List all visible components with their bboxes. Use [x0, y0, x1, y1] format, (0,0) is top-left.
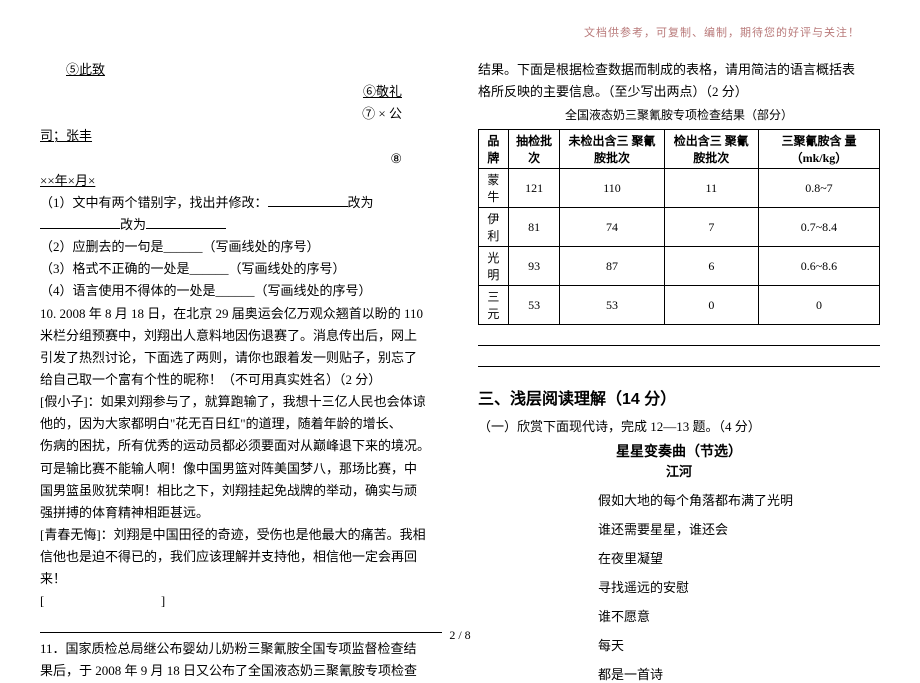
table-caption: 全国液态奶三聚氰胺专项检查结果（部分）	[478, 106, 880, 123]
jxz-4: 可是输比赛不能输人啊！像中国男篮对阵美国梦八，那场比赛，中	[40, 459, 442, 479]
letter-line-5: ⑤此致	[40, 60, 442, 80]
poem-line: 在夜里凝望	[478, 548, 880, 567]
answer-blank-line	[478, 331, 880, 346]
poem-title: 星星变奏曲（节选）	[478, 441, 880, 461]
q2: （2）应删去的一句是______（写画线处的序号）	[40, 237, 442, 257]
p10-2: 米栏分组预赛中，刘翔出人意料地因伤退赛了。消息传出后，网上	[40, 326, 442, 346]
q1: （1）文中有两个错别字，找出并修改：改为	[40, 193, 442, 213]
answer-blank-line	[478, 352, 880, 367]
th-pos: 检出含三 聚氰胺批次	[664, 130, 758, 169]
p10-3: 引发了热烈讨论，下面选了两则，请你也跟着发一则贴子，别忘了	[40, 348, 442, 368]
th-amount: 三聚氰胺含 量（mk/kg）	[758, 130, 879, 169]
qcwh-3: 来！	[40, 569, 442, 589]
jxz-2: 他的，因为大家都明白"花无百日红"的道理，随着年龄的增长、	[40, 414, 442, 434]
letter-line-7b: 司；张丰	[40, 126, 442, 146]
blank	[40, 215, 120, 229]
q3: （3）格式不正确的一处是______（写画线处的序号）	[40, 259, 442, 279]
reply-brackets: [ ]	[40, 591, 442, 611]
sub1: （一）欣赏下面现代诗，完成 12—13 题。（4 分）	[478, 417, 880, 437]
jxz-5: 国男篮虽败犹荣啊！相比之下，刘翔挂起免战牌的举动，确实与顽	[40, 481, 442, 501]
header-note: 文档供参考，可复制、编制，期待您的好评与关注！	[584, 24, 860, 40]
table-row: 三元 53 53 0 0	[479, 286, 880, 325]
jxz-3: 伤病的困扰，所有优秀的运动员都必须要面对从巅峰退下来的境况。	[40, 436, 442, 456]
table-row: 伊利 81 74 7 0.7~8.4	[479, 208, 880, 247]
th-neg: 未检出含三 聚氰胺批次	[560, 130, 664, 169]
milk-table: 品牌 抽检批 次 未检出含三 聚氰胺批次 检出含三 聚氰胺批次 三聚氰胺含 量（…	[478, 129, 880, 325]
poem-author: 江河	[478, 461, 880, 480]
poem-line: 假如大地的每个角落都布满了光明	[478, 490, 880, 509]
intro1: 结果。下面是根据检查数据而制成的表格，请用简洁的语言概括表	[478, 60, 880, 80]
th-brand: 品牌	[479, 130, 509, 169]
letter-line-7: ⑦ × 公	[40, 104, 442, 124]
poem-line: 都是一首诗	[478, 664, 880, 683]
poem-line: 谁还需要星星，谁还会	[478, 519, 880, 538]
blank	[146, 215, 226, 229]
letter-line-8: ⑧	[40, 149, 442, 169]
section-3-title: 三、浅层阅读理解（14 分）	[478, 385, 880, 409]
letter-line-6: ⑥敬礼	[40, 82, 442, 102]
blank	[268, 193, 348, 207]
letter-line-date: ××年×月×	[40, 171, 442, 191]
page: ⑤此致 ⑥敬礼 ⑦ × 公 司；张丰 ⑧ ××年×月× （1）文中有两个错别字，…	[0, 0, 920, 651]
table-row: 光明 93 87 6 0.6~8.6	[479, 247, 880, 286]
p10-4: 给自己取一个富有个性的昵称！（不可用真实姓名）（2 分）	[40, 370, 442, 390]
left-column: ⑤此致 ⑥敬礼 ⑦ × 公 司；张丰 ⑧ ××年×月× （1）文中有两个错别字，…	[40, 30, 460, 631]
table-row: 蒙牛 121 110 11 0.8~7	[479, 169, 880, 208]
q1c: 改为	[40, 215, 442, 235]
q4: （4）语言使用不得体的一处是______（写画线处的序号）	[40, 281, 442, 301]
qcwh-2: 信他也是迫不得已的，我们应该理解并支持他，相信他一定会再回	[40, 547, 442, 567]
p11-2: 果后，于 2008 年 9 月 18 日又公布了全国液态奶三聚氰胺专项检查	[40, 661, 442, 681]
intro2: 格所反映的主要信息。（至少写出两点）（2 分）	[478, 82, 880, 102]
page-footer: 2 / 8	[0, 628, 920, 643]
jxz-1: [假小子]：如果刘翔参与了，就算跑输了，我想十三亿人民也会体谅	[40, 392, 442, 412]
poem-line: 寻找遥远的安慰	[478, 577, 880, 596]
jxz-6: 强拼搏的体育精神相距甚远。	[40, 503, 442, 523]
table-header-row: 品牌 抽检批 次 未检出含三 聚氰胺批次 检出含三 聚氰胺批次 三聚氰胺含 量（…	[479, 130, 880, 169]
table-body: 蒙牛 121 110 11 0.8~7 伊利 81 74 7 0.7~8.4 光…	[479, 169, 880, 325]
right-column: 结果。下面是根据检查数据而制成的表格，请用简洁的语言概括表 格所反映的主要信息。…	[460, 30, 880, 631]
poem-line: 谁不愿意	[478, 606, 880, 625]
p10-1: 10. 2008 年 8 月 18 日，在北京 29 届奥运会亿万观众翘首以盼的…	[40, 304, 442, 324]
qcwh-1: [青春无悔]：刘翔是中国田径的奇迹，受伤也是他最大的痛苦。我相	[40, 525, 442, 545]
th-batch: 抽检批 次	[508, 130, 559, 169]
